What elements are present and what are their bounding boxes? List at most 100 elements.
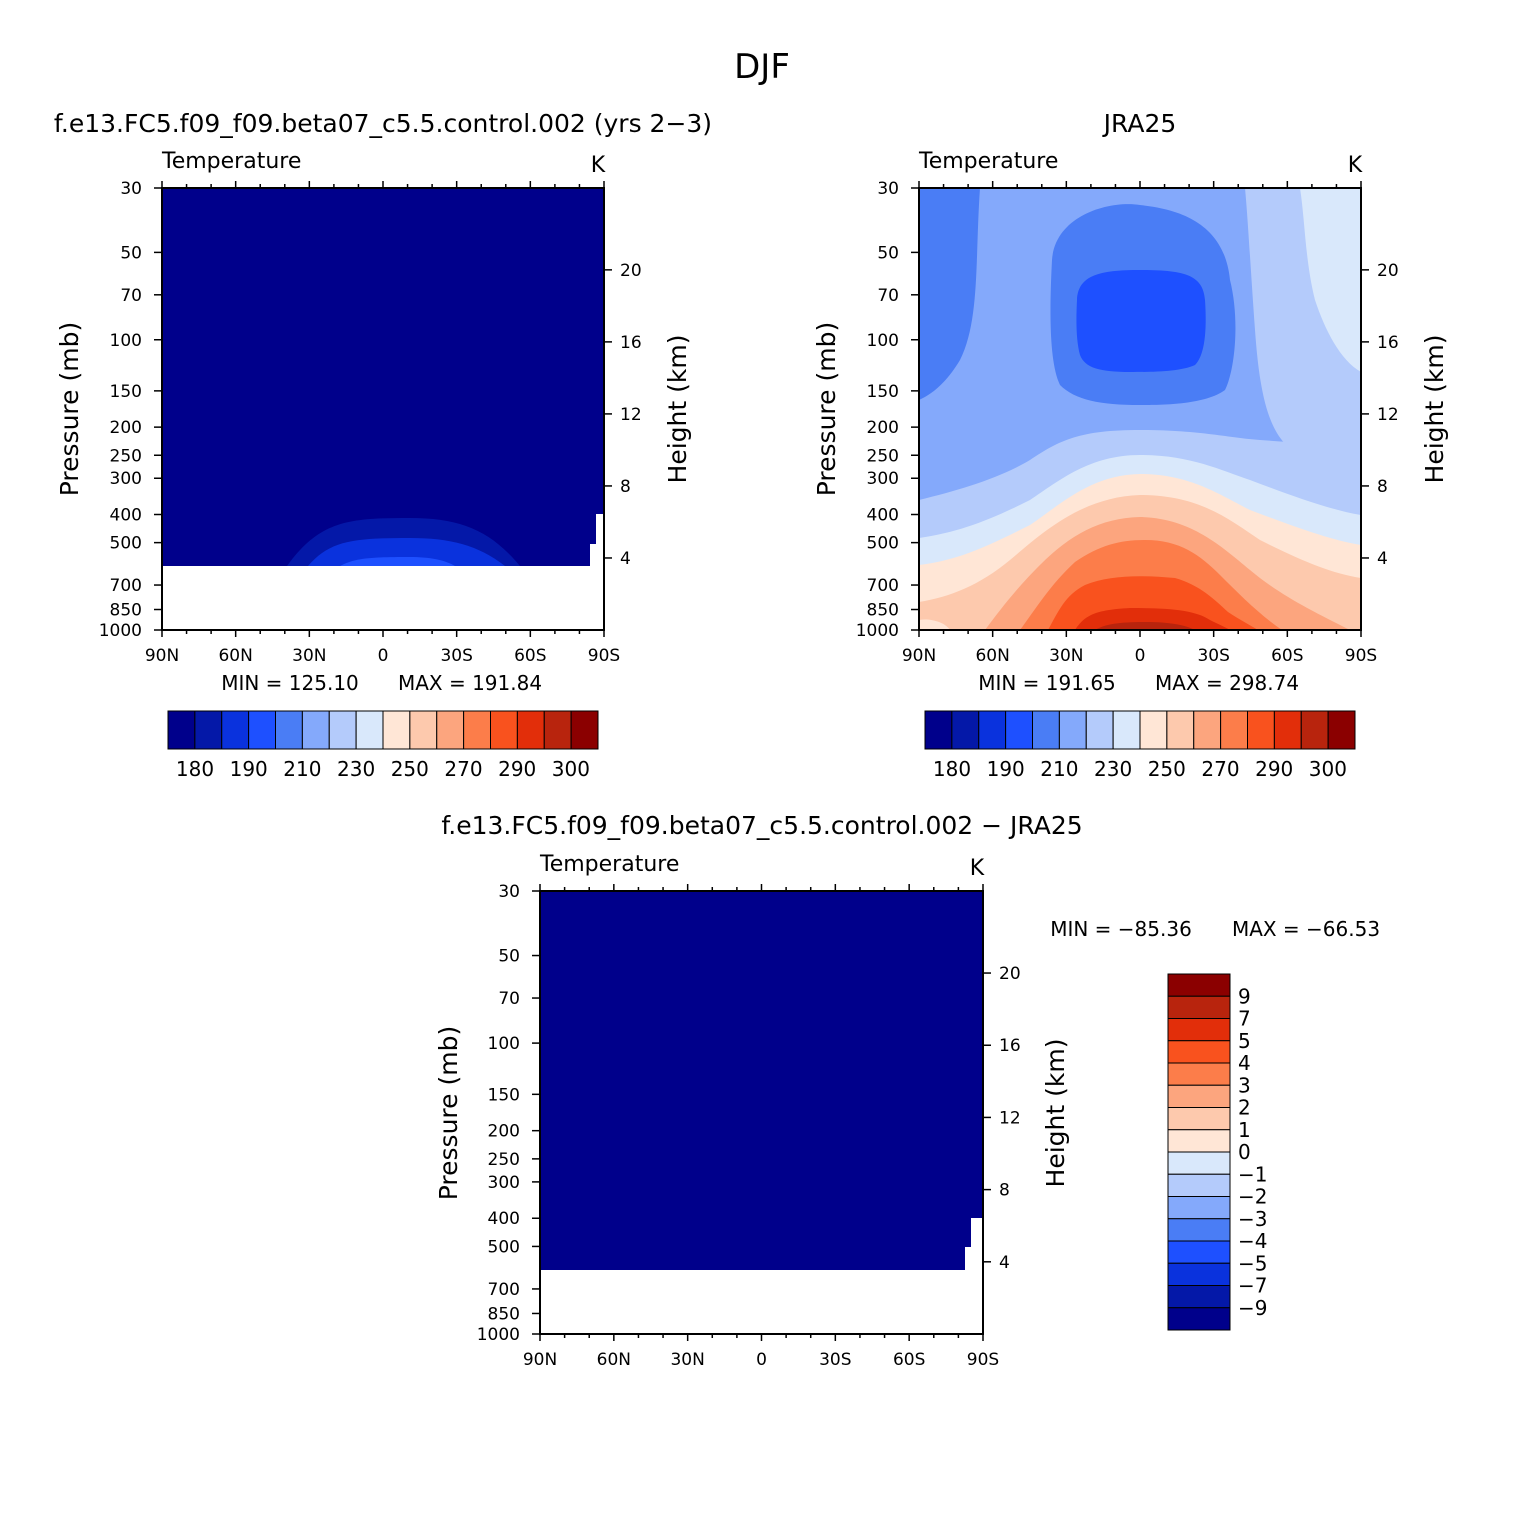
diff-colorbar-swatch xyxy=(1167,1040,1231,1064)
diff-ytick-label: 50 xyxy=(498,947,520,967)
model-colorbar-label: 300 xyxy=(552,757,590,781)
obs-colorbar-label: 290 xyxy=(1255,757,1293,781)
model-colorbar-label: 250 xyxy=(391,757,429,781)
diff-plot-area xyxy=(540,891,983,1334)
obs-max-label: MAX = 298.74 xyxy=(1155,671,1299,695)
diff-ytick-label: 400 xyxy=(488,1209,520,1229)
obs-min-label: MIN = 191.65 xyxy=(978,671,1116,695)
model-no-data-edge-lower xyxy=(590,544,604,566)
model-colorbar-swatch xyxy=(301,710,330,750)
diff-colorbar-label: 3 xyxy=(1238,1073,1251,1097)
diff-ytick-label: 700 xyxy=(488,1280,520,1300)
diff-xtick-label: 30N xyxy=(670,1350,704,1370)
diff-colorbar-swatch xyxy=(1167,1285,1231,1309)
obs-colorbar-swatch xyxy=(1327,710,1356,750)
diff-ytick-label: 500 xyxy=(488,1237,520,1257)
obs-xtick-label: 90S xyxy=(1345,646,1377,666)
obs-variable-label: Temperature xyxy=(918,149,1058,174)
diff-colorbar-swatch xyxy=(1167,1129,1231,1153)
model-ytick-right-label: 12 xyxy=(620,405,642,425)
obs-colorbar-swatch xyxy=(1193,710,1222,750)
model-ytick-label: 400 xyxy=(110,506,142,526)
diff-colorbar-label: 4 xyxy=(1238,1051,1251,1075)
obs-colorbar-swatch xyxy=(951,710,980,750)
diff-ytick-label: 1000 xyxy=(477,1325,520,1345)
model-colorbar-swatch xyxy=(167,710,196,750)
obs-colorbar-swatch xyxy=(1058,710,1087,750)
model-colorbar-swatch xyxy=(436,710,465,750)
model-xtick-label: 90S xyxy=(588,646,620,666)
obs-colorbar-swatch xyxy=(1273,710,1302,750)
obs-panel-title: JRA25 xyxy=(1102,109,1177,138)
diff-ytick-right-label: 12 xyxy=(999,1108,1021,1128)
diff-no-data-edge-lower xyxy=(965,1247,983,1270)
diff-ylabel-left: Pressure (mb) xyxy=(434,1026,463,1200)
model-ytick-label: 500 xyxy=(110,534,142,554)
model-panel-title: f.e13.FC5.f09_f09.beta07_c5.5.control.00… xyxy=(54,109,712,138)
model-ytick-label: 150 xyxy=(110,382,142,402)
model-colorbar-swatch xyxy=(516,710,545,750)
model-colorbar-label: 230 xyxy=(337,757,375,781)
obs-colorbar-swatch xyxy=(1139,710,1168,750)
diff-colorbar-label: 1 xyxy=(1238,1118,1251,1142)
diff-colorbar-swatch xyxy=(1167,973,1231,997)
diff-colorbar-swatch xyxy=(1167,995,1231,1019)
diff-colorbar-label: −2 xyxy=(1238,1185,1267,1209)
obs-ytick-right-label: 4 xyxy=(1377,549,1388,569)
obs-xtick-label: 30N xyxy=(1049,646,1083,666)
obs-plot-area xyxy=(919,188,1361,630)
obs-xtick-label: 60S xyxy=(1271,646,1303,666)
diff-colorbar-label: −1 xyxy=(1238,1162,1267,1186)
obs-xtick-label: 90N xyxy=(902,646,936,666)
diff-ytick-label: 150 xyxy=(488,1085,520,1105)
obs-ytick-label: 100 xyxy=(867,331,899,351)
diff-ytick-label: 850 xyxy=(488,1304,520,1324)
obs-ytick-label: 70 xyxy=(877,286,899,306)
diff-colorbar-label: 0 xyxy=(1238,1140,1251,1164)
diff-ytick-label: 70 xyxy=(498,989,520,1009)
model-panel: f.e13.FC5.f09_f09.beta07_c5.5.control.00… xyxy=(54,109,712,781)
model-ytick-label: 70 xyxy=(120,286,142,306)
obs-ytick-label: 250 xyxy=(867,446,899,466)
diff-colorbar-swatch xyxy=(1167,1240,1231,1264)
model-ytick-label: 50 xyxy=(120,243,142,263)
model-colorbar-swatch xyxy=(275,710,303,750)
obs-ytick-right-label: 20 xyxy=(1377,261,1399,281)
model-colorbar-label: 210 xyxy=(283,757,321,781)
obs-ytick-label: 850 xyxy=(867,601,899,621)
diff-min-label: MIN = −85.36 xyxy=(1050,917,1192,941)
diff-colorbar-label: 7 xyxy=(1238,1007,1251,1031)
model-ytick-label: 200 xyxy=(110,418,142,438)
obs-ylabel-right: Height (km) xyxy=(1420,335,1449,484)
model-colorbar-swatch xyxy=(221,710,250,750)
obs-xtick-label: 60N xyxy=(975,646,1009,666)
model-xtick-label: 30N xyxy=(292,646,326,666)
obs-xtick-label: 0 xyxy=(1135,646,1146,666)
obs-ytick-right-label: 8 xyxy=(1377,477,1388,497)
model-ytick-label: 100 xyxy=(110,331,142,351)
obs-contour-sh-230 xyxy=(1300,188,1361,372)
diff-xtick-label: 0 xyxy=(756,1350,767,1370)
obs-panel: JRA25 Temperature K xyxy=(812,109,1449,781)
model-plot-area xyxy=(162,188,604,630)
obs-colorbar-label: 180 xyxy=(933,757,971,781)
obs-colorbar-label: 270 xyxy=(1201,757,1239,781)
page-title: DJF xyxy=(734,47,790,87)
obs-ytick-label: 300 xyxy=(867,469,899,489)
model-no-data-edge-upper xyxy=(596,514,604,566)
obs-contour-tropics-190 xyxy=(1076,270,1206,372)
obs-colorbar-swatch xyxy=(1032,710,1060,750)
obs-colorbar-swatch xyxy=(1300,710,1329,750)
diff-ytick-label: 200 xyxy=(488,1122,520,1142)
model-contour-210 xyxy=(340,557,455,566)
model-ytick-right-label: 8 xyxy=(620,477,631,497)
obs-ytick-label: 30 xyxy=(877,179,899,199)
model-xtick-label: 0 xyxy=(378,646,389,666)
obs-colorbar: 180 190 210 230 250 270 290 300 xyxy=(924,710,1356,781)
diff-colorbar-label: −3 xyxy=(1238,1207,1267,1231)
model-colorbar-label: 270 xyxy=(444,757,482,781)
model-colorbar-label: 290 xyxy=(498,757,536,781)
obs-ytick-label: 700 xyxy=(867,576,899,596)
diff-ticks: 90N 60N 30N 0 30S 60S 90S 30 50 70 100 150 200 250 300… xyxy=(477,882,1021,1370)
